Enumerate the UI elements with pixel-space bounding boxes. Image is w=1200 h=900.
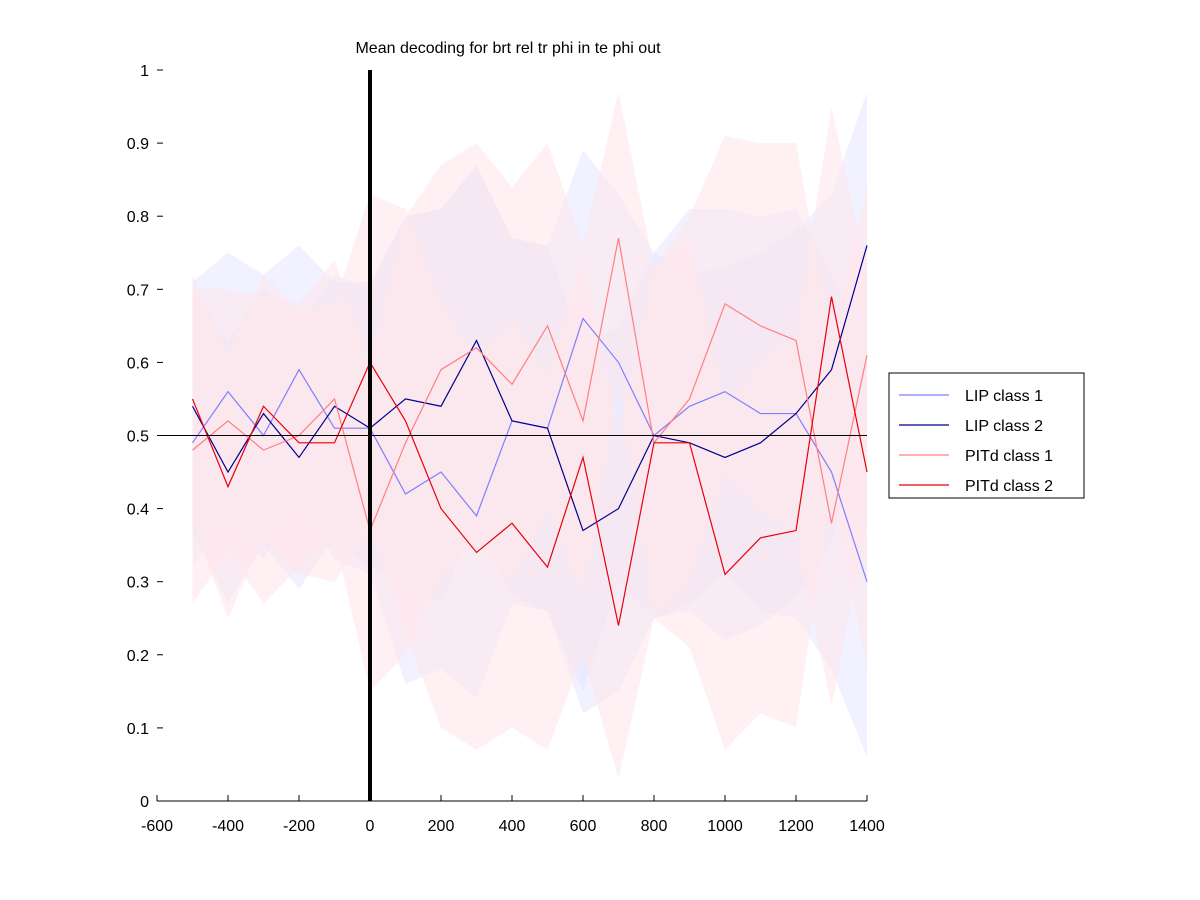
x-tick-label: 1200 <box>778 818 814 835</box>
reference-lines <box>157 70 867 801</box>
legend-label-pitd-class-2: PITd class 2 <box>965 478 1053 495</box>
y-tick-label: 0.4 <box>127 502 149 519</box>
band-pitd-class-2 <box>192 106 867 780</box>
y-tick-label: 0 <box>140 794 149 811</box>
line-pitd-class-2 <box>191 296 868 626</box>
x-tick-label: 600 <box>570 818 597 835</box>
y-tick-label: 0.3 <box>127 575 149 592</box>
series-lines <box>191 238 868 626</box>
legend-label-pitd-class-1: PITd class 1 <box>965 448 1053 465</box>
line-pitd-class-1 <box>192 238 868 533</box>
y-tick-label: 0.7 <box>127 282 149 299</box>
y-tick-label: 0.9 <box>127 136 149 153</box>
x-tick-label: -600 <box>141 818 173 835</box>
y-tick-label: 0.6 <box>127 355 149 372</box>
line-lip-class-2 <box>191 245 868 532</box>
legend-label-lip-class-2: LIP class 2 <box>965 418 1043 435</box>
x-tick-label: 200 <box>428 818 455 835</box>
y-tick-label: 0.5 <box>127 429 149 446</box>
y-tick-label: 0.8 <box>127 209 149 226</box>
x-tick-label: 1400 <box>849 818 885 835</box>
x-tick-label: 1000 <box>707 818 743 835</box>
x-tick-label: -400 <box>212 818 244 835</box>
y-tick-label: 1 <box>140 63 149 80</box>
legend: LIP class 1 LIP class 2 PITd class 1 PITd c… <box>888 372 1085 499</box>
axes: -600 -400 -200 0 200 400 600 800 1000 1200 1400 0 0.… <box>127 63 885 835</box>
x-tick-label: 800 <box>641 818 668 835</box>
legend-box <box>888 372 1085 499</box>
y-tick-label: 0.1 <box>127 721 149 738</box>
chart-title: Mean decoding for brt rel tr phi in te p… <box>355 40 661 57</box>
x-tick-label: 0 <box>366 818 375 835</box>
y-tick-label: 0.2 <box>127 648 149 665</box>
legend-label-lip-class-1: LIP class 1 <box>965 388 1043 405</box>
x-tick-label: 400 <box>499 818 526 835</box>
confidence-bands <box>192 91 867 780</box>
x-tick-label: -200 <box>283 818 315 835</box>
